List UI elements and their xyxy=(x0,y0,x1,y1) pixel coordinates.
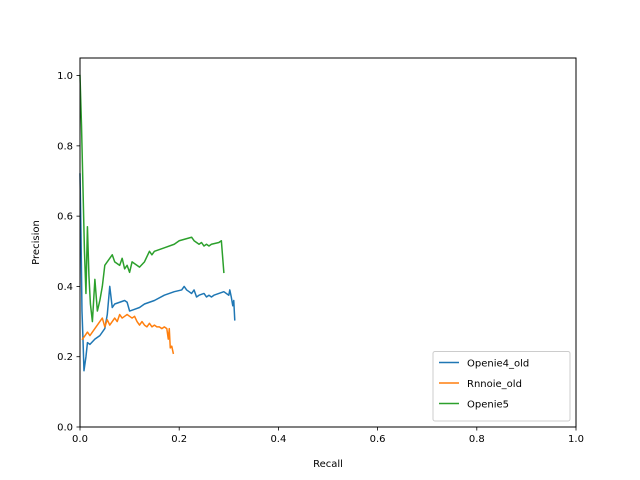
y-tick-label: 0.2 xyxy=(57,352,73,363)
legend: Openie4_old Rnnoie_old Openie5 xyxy=(432,351,571,422)
x-tick-label: 0.0 xyxy=(72,434,88,445)
x-axis-title: Recall xyxy=(313,459,343,470)
series-line-openie4-old xyxy=(79,173,236,372)
x-tick-label: 0.2 xyxy=(171,434,187,445)
y-tick-label: 0.0 xyxy=(57,423,73,434)
series-line-rnnoie-old xyxy=(81,313,175,355)
y-tick-label: 0.6 xyxy=(57,212,73,223)
legend-box xyxy=(432,351,571,422)
legend-label: Openie4_old xyxy=(467,359,529,370)
plot-lines xyxy=(79,74,236,372)
y-tick-label: 1.0 xyxy=(57,71,73,82)
x-tick-label: 0.4 xyxy=(270,434,286,445)
legend-label: Openie5 xyxy=(467,400,509,411)
x-tick-label: 0.8 xyxy=(469,434,485,445)
x-tick-label: 1.0 xyxy=(568,434,584,445)
y-axis-ticks: 0.0 0.2 0.4 0.6 0.8 1.0 xyxy=(57,71,80,434)
y-tick-label: 0.8 xyxy=(57,141,73,152)
axes-frame xyxy=(79,57,577,428)
y-tick-label: 0.4 xyxy=(57,282,73,293)
x-axis-ticks: 0.0 0.2 0.4 0.6 0.8 1.0 xyxy=(72,427,584,445)
legend-label: Rnnoie_old xyxy=(467,379,522,390)
x-tick-label: 0.6 xyxy=(370,434,386,445)
series-line-openie5 xyxy=(79,74,225,323)
y-axis-title: Precision xyxy=(31,220,42,265)
